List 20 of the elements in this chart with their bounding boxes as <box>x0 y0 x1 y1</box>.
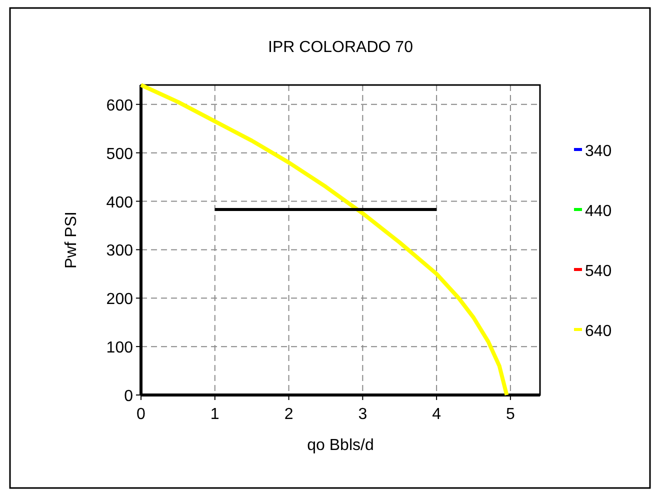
x-axis-title: qo Bbls/d <box>307 437 374 454</box>
y-tick-label: 200 <box>106 291 134 308</box>
x-tick-label: 3 <box>358 406 368 423</box>
x-tick-label: 2 <box>284 406 294 423</box>
legend-label: 640 <box>585 323 612 340</box>
x-tick-label: 0 <box>136 406 146 423</box>
x-tick-label: 5 <box>506 406 515 423</box>
x-tick-label: 1 <box>210 406 220 423</box>
legend-label: 440 <box>585 203 612 220</box>
y-tick-label: 300 <box>106 242 134 260</box>
y-tick-label: 600 <box>106 97 134 114</box>
y-axis-title: Pwf PSI <box>63 212 80 268</box>
y-tick-label: 400 <box>106 194 134 212</box>
y-tick-label: 500 <box>106 146 134 163</box>
y-tick-label: 100 <box>106 340 134 357</box>
legend-label: 340 <box>585 143 612 160</box>
y-tick-label: 0 <box>124 388 134 405</box>
x-tick-label: 4 <box>432 406 442 423</box>
legend-label: 540 <box>585 263 612 280</box>
chart-title: IPR COLORADO 70 <box>268 39 414 56</box>
